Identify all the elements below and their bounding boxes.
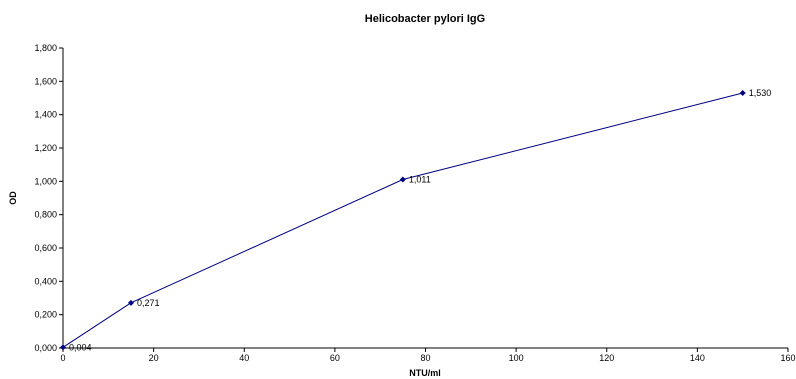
y-tick-label: 0,200 — [34, 310, 57, 320]
x-tick-label: 140 — [690, 353, 705, 363]
y-tick-label: 1,000 — [34, 176, 57, 186]
y-tick-label: 0,800 — [34, 210, 57, 220]
data-point — [399, 176, 406, 183]
y-tick-label: 1,800 — [34, 43, 57, 53]
series-line — [62, 92, 743, 348]
x-tick-label: 0 — [60, 353, 65, 363]
x-tick-label: 80 — [420, 353, 430, 363]
y-tick-label: 0,600 — [34, 243, 57, 253]
y-tick-label: 0,000 — [34, 343, 57, 353]
data-label: 1,530 — [749, 88, 772, 98]
data-point — [127, 299, 134, 306]
x-tick-label: 40 — [239, 353, 249, 363]
y-axis-label: OD — [8, 191, 18, 205]
x-tick-label: 120 — [599, 353, 614, 363]
x-tick-label: 20 — [149, 353, 159, 363]
x-tick-label: 100 — [509, 353, 524, 363]
data-label: 1,011 — [409, 175, 431, 185]
plot-area: 0,000 0,200 0,400 0,600 0,800 1,000 1,200 1,400… — [34, 43, 795, 363]
y-tick-label: 1,600 — [34, 76, 57, 86]
y-tick-label: 1,400 — [34, 110, 57, 120]
chart-title: Helicobacter pylori IgG — [365, 13, 485, 25]
data-point — [60, 344, 66, 351]
y-tick-label: 1,200 — [34, 143, 57, 153]
x-axis-label: NTU/ml — [409, 368, 441, 378]
y-tick-label: 0,400 — [34, 276, 57, 286]
x-tick-label: 160 — [780, 353, 795, 363]
x-tick-label: 60 — [330, 353, 340, 363]
data-label: 0,004 — [69, 342, 92, 352]
data-point — [739, 90, 746, 96]
data-label: 0,271 — [137, 298, 160, 308]
